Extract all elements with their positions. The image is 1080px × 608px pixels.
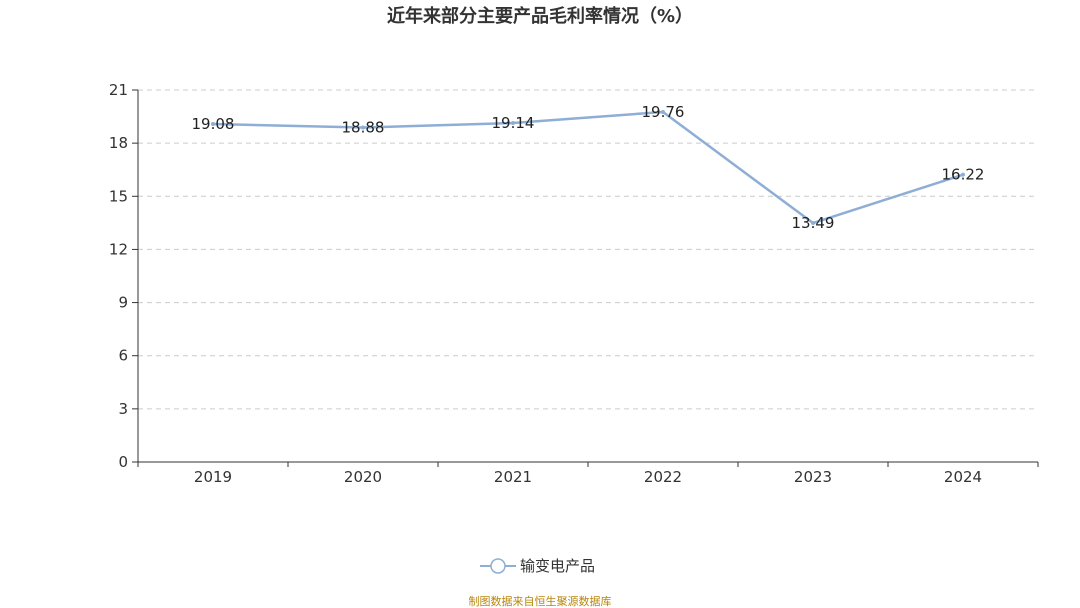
- x-tick-label: 2022: [644, 468, 682, 486]
- data-label: 19.14: [492, 114, 535, 132]
- x-tick-label: 2020: [344, 468, 382, 486]
- y-tick-label: 3: [118, 400, 128, 418]
- x-tick-label: 2019: [194, 468, 232, 486]
- y-tick-label: 9: [118, 294, 128, 312]
- y-tick-label: 21: [109, 81, 128, 99]
- series-layer: [211, 109, 965, 226]
- data-point: [511, 120, 515, 125]
- y-axis: 0 3 6 9 12 15 18 21: [109, 81, 139, 471]
- y-tick-label: 12: [109, 240, 128, 258]
- chart-title: 近年来部分主要产品毛利率情况（%）: [387, 5, 693, 27]
- data-label: 19.08: [192, 115, 235, 133]
- data-point: [961, 172, 965, 177]
- x-tick-label: 2024: [944, 468, 982, 486]
- source-note: 制图数据来自恒生聚源数据库: [469, 594, 612, 608]
- legend-marker-icon: [490, 558, 506, 574]
- data-point: [211, 122, 215, 127]
- series-line: [212, 110, 964, 225]
- legend-label: 输变电产品: [520, 557, 595, 575]
- y-tick-label: 0: [118, 453, 128, 471]
- y-tick-label: 6: [118, 347, 128, 365]
- x-tick-label: 2023: [794, 468, 832, 486]
- data-label: 19.76: [642, 103, 685, 121]
- x-axis: 2019 2020 2021 2022 2023 2024: [137, 461, 1039, 486]
- data-point: [811, 221, 815, 226]
- x-tick-label: 2021: [494, 468, 532, 486]
- data-label: 13.49: [792, 214, 835, 232]
- data-label: 18.88: [342, 119, 385, 137]
- data-point: [361, 125, 365, 130]
- y-tick-label: 15: [109, 187, 128, 205]
- legend[interactable]: 输变电产品: [480, 557, 595, 575]
- data-labels: 19.08 18.88 19.14 19.76 13.49 16.22: [192, 103, 985, 232]
- data-point: [661, 109, 665, 114]
- grid-lines: [138, 89, 1038, 410]
- data-label: 16.22: [942, 166, 985, 184]
- y-tick-label: 18: [109, 134, 128, 152]
